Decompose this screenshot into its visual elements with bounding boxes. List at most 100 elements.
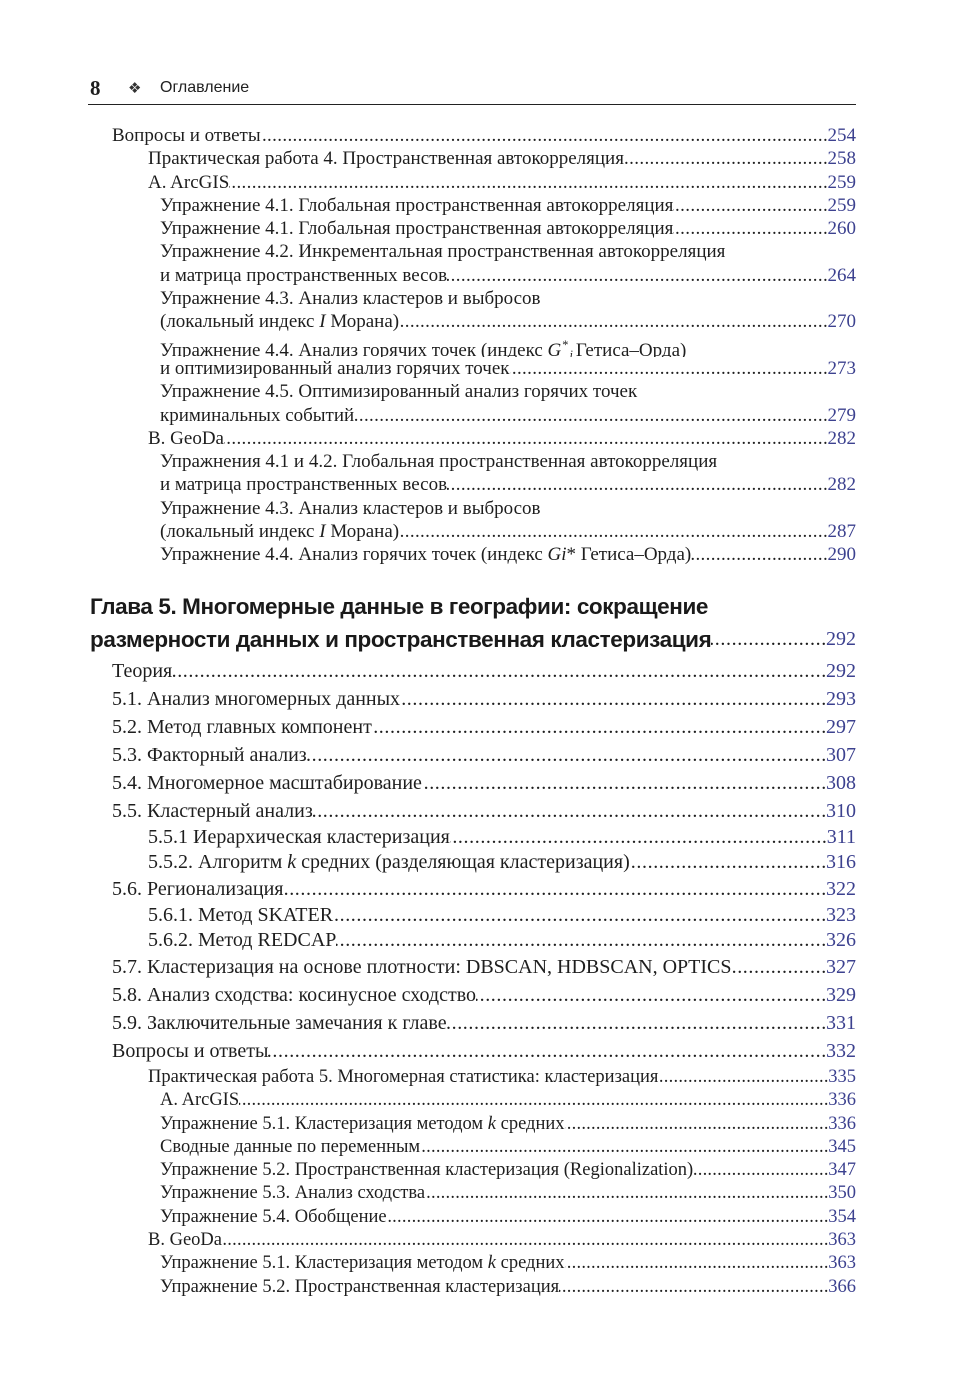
page-number-link[interactable]: 307 bbox=[826, 744, 856, 766]
toc-entry[interactable]: Практическая работа 4. Пространственная … bbox=[0, 147, 856, 170]
page-number-link[interactable]: 310 bbox=[826, 800, 856, 822]
page-number-link[interactable]: 282 bbox=[827, 474, 857, 496]
page-number-link[interactable]: 292 bbox=[826, 628, 856, 650]
page-number-link[interactable]: 332 bbox=[826, 1040, 856, 1062]
toc-entry[interactable]: 5.6.1. Метод SKATER 323 bbox=[0, 903, 856, 928]
toc-entry[interactable]: 5.3. Факторный анализ 307 bbox=[0, 741, 856, 769]
toc-entry[interactable]: A. ArcGIS 336 bbox=[0, 1089, 856, 1112]
toc-entry[interactable]: Теория 292 bbox=[0, 657, 856, 685]
toc-entry-text: и матрица пространственных весов bbox=[160, 264, 448, 286]
toc-entry[interactable]: Упражнение 4.2. Инкрементальная простран… bbox=[0, 240, 856, 287]
page-number-link[interactable]: 279 bbox=[827, 404, 857, 426]
toc-line: B. GeoDa 282 bbox=[148, 427, 856, 450]
dot-leader bbox=[630, 850, 826, 875]
page-number-link[interactable]: 260 bbox=[827, 218, 857, 240]
page-number-link[interactable]: 335 bbox=[828, 1067, 856, 1087]
toc-entry[interactable]: Практическая работа 5. Многомерная стати… bbox=[0, 1066, 856, 1089]
page-number-link[interactable]: 350 bbox=[828, 1183, 856, 1204]
toc-entry[interactable]: Упражнение 4.1. Глобальная пространствен… bbox=[0, 194, 856, 217]
toc-line: и матрица пространственных весов 282 bbox=[160, 473, 856, 496]
page-number-link[interactable]: 293 bbox=[826, 688, 856, 710]
toc-entry[interactable]: 5.5.1 Иерархическая кластеризация 311 bbox=[0, 825, 856, 850]
toc-entry[interactable]: Упражнение 5.3. Анализ сходства 350 bbox=[0, 1182, 856, 1205]
toc-line: Практическая работа 5. Многомерная стати… bbox=[148, 1066, 856, 1089]
toc-entry[interactable]: 5.8. Анализ сходства: косинусное сходств… bbox=[0, 981, 856, 1009]
dot-leader bbox=[447, 1009, 826, 1037]
page-number-link[interactable]: 258 bbox=[827, 148, 857, 170]
toc-entry-text: 5.6.2. Метод REDCAP bbox=[148, 929, 337, 951]
dot-leader bbox=[307, 741, 826, 769]
toc-entry[interactable]: Сводные данные по переменным 345 bbox=[0, 1136, 856, 1159]
toc-entry[interactable]: 5.6. Регионализация 322 bbox=[0, 875, 856, 903]
page-number-link[interactable]: 366 bbox=[828, 1276, 856, 1297]
toc-entry[interactable]: Упражнение 4.4. Анализ горячих точек (ин… bbox=[0, 543, 856, 566]
page-number-link[interactable]: 336 bbox=[828, 1090, 856, 1111]
toc-entry[interactable]: Вопросы и ответы 254 bbox=[0, 124, 856, 147]
page-number-link[interactable]: 290 bbox=[827, 544, 857, 566]
dot-leader bbox=[559, 1276, 828, 1299]
dot-leader bbox=[450, 825, 827, 850]
toc-entry[interactable]: 5.1. Анализ многомерных данных 293 bbox=[0, 685, 856, 713]
toc-entry[interactable]: 5.7. Кластеризация на основе плотности: … bbox=[0, 953, 856, 981]
toc-entry[interactable]: Упражнение 4.3. Анализ кластеров и выбро… bbox=[0, 287, 856, 334]
text-segment: k bbox=[487, 1253, 496, 1274]
page-number-link[interactable]: 316 bbox=[826, 851, 856, 873]
toc-entry[interactable]: 5.5.2. Алгоритм k средних (разделяющая к… bbox=[0, 850, 856, 875]
toc-line: и матрица пространственных весов 264 bbox=[160, 264, 856, 287]
dot-leader bbox=[313, 797, 826, 825]
toc-entry[interactable]: Упражнение 5.1. Кластеризация методом k … bbox=[0, 1252, 856, 1275]
page-number-link[interactable]: 254 bbox=[827, 125, 857, 146]
toc-entry-text: размерности данных и пространственная кл… bbox=[90, 627, 712, 652]
toc-entry[interactable]: Упражнение 4.3. Анализ кластеров и выбро… bbox=[0, 497, 856, 544]
toc-entry[interactable]: Упражнение 4.4. Анализ горячих точек (ин… bbox=[0, 334, 856, 381]
page-number-link[interactable]: 273 bbox=[827, 357, 857, 379]
dot-leader bbox=[658, 1066, 828, 1089]
toc-entry[interactable]: 5.4. Многомерное масштабирование 308 bbox=[0, 769, 856, 797]
page-number-link[interactable]: 264 bbox=[827, 264, 857, 286]
toc-entry[interactable]: Упражнение 4.5. Оптимизированный анализ … bbox=[0, 380, 856, 427]
page-number-link[interactable]: 347 bbox=[828, 1160, 856, 1181]
toc-entry[interactable]: 5.5. Кластерный анализ 310 bbox=[0, 797, 856, 825]
page-number-link[interactable]: 287 bbox=[827, 521, 857, 543]
toc-entry[interactable]: 5.6.2. Метод REDCAP 326 bbox=[0, 928, 856, 953]
toc-line: Упражнения 4.1 и 4.2. Глобальная простра… bbox=[160, 450, 856, 473]
page-number-link[interactable]: 363 bbox=[828, 1230, 856, 1251]
toc-line: Упражнение 4.4. Анализ горячих точек (ин… bbox=[160, 543, 856, 566]
page-number-link[interactable]: 345 bbox=[828, 1136, 856, 1157]
page-number-link[interactable]: 354 bbox=[828, 1206, 856, 1227]
dot-leader bbox=[422, 769, 826, 797]
toc-entry[interactable]: Упражнение 5.1. Кластеризация методом k … bbox=[0, 1113, 856, 1136]
toc-entry[interactable]: Упражнение 5.2. Пространственная кластер… bbox=[0, 1276, 856, 1299]
toc-entry[interactable]: B. GeoDa 363 bbox=[0, 1229, 856, 1252]
page-number-link[interactable]: 311 bbox=[826, 826, 856, 848]
toc-entry[interactable]: Упражнение 5.4. Обобщение 354 bbox=[0, 1206, 856, 1229]
toc-chapter-5-heading[interactable]: Глава 5. Многомерные данные в географии:… bbox=[90, 590, 856, 656]
page-number-link[interactable]: 336 bbox=[828, 1113, 856, 1134]
page-number-link[interactable]: 327 bbox=[826, 956, 856, 978]
dot-leader bbox=[624, 147, 828, 170]
page-number-link[interactable]: 326 bbox=[826, 929, 856, 951]
toc-entry[interactable]: 5.2. Метод главных компонент 297 bbox=[0, 713, 856, 741]
toc-entry[interactable]: 5.9. Заключительные замечания к главе 331 bbox=[0, 1009, 856, 1037]
page-number-link[interactable]: 270 bbox=[827, 311, 857, 333]
page-number-link[interactable]: 363 bbox=[828, 1253, 856, 1274]
toc-entry[interactable]: Вопросы и ответы 332 bbox=[0, 1037, 856, 1065]
toc-line: Упражнение 4.3. Анализ кластеров и выбро… bbox=[160, 287, 856, 310]
toc-entry[interactable]: Упражнения 4.1 и 4.2. Глобальная простра… bbox=[0, 450, 856, 497]
page-number-link[interactable]: 292 bbox=[826, 660, 856, 682]
toc-entry[interactable]: B. GeoDa 282 bbox=[0, 427, 856, 450]
text-segment: Упражнение 5.1. Кластеризация методом bbox=[160, 1113, 488, 1134]
page-number-link[interactable]: 323 bbox=[826, 904, 856, 926]
page-number-link[interactable]: 259 bbox=[827, 171, 857, 193]
page-number-link[interactable]: 331 bbox=[826, 1012, 856, 1034]
toc-entry[interactable]: Упражнение 4.1. Глобальная пространствен… bbox=[0, 217, 856, 240]
page-number-link[interactable]: 329 bbox=[826, 984, 856, 1006]
dot-leader bbox=[222, 1229, 828, 1252]
page-number-link[interactable]: 308 bbox=[826, 772, 856, 794]
page-number-link[interactable]: 282 bbox=[827, 427, 857, 449]
toc-entry[interactable]: Упражнение 5.2. Пространственная кластер… bbox=[0, 1159, 856, 1182]
page-number-link[interactable]: 259 bbox=[827, 194, 857, 216]
toc-entry[interactable]: A. ArcGIS 259 bbox=[0, 171, 856, 194]
page-number-link[interactable]: 297 bbox=[826, 716, 856, 738]
page-number-link[interactable]: 322 bbox=[826, 878, 856, 900]
